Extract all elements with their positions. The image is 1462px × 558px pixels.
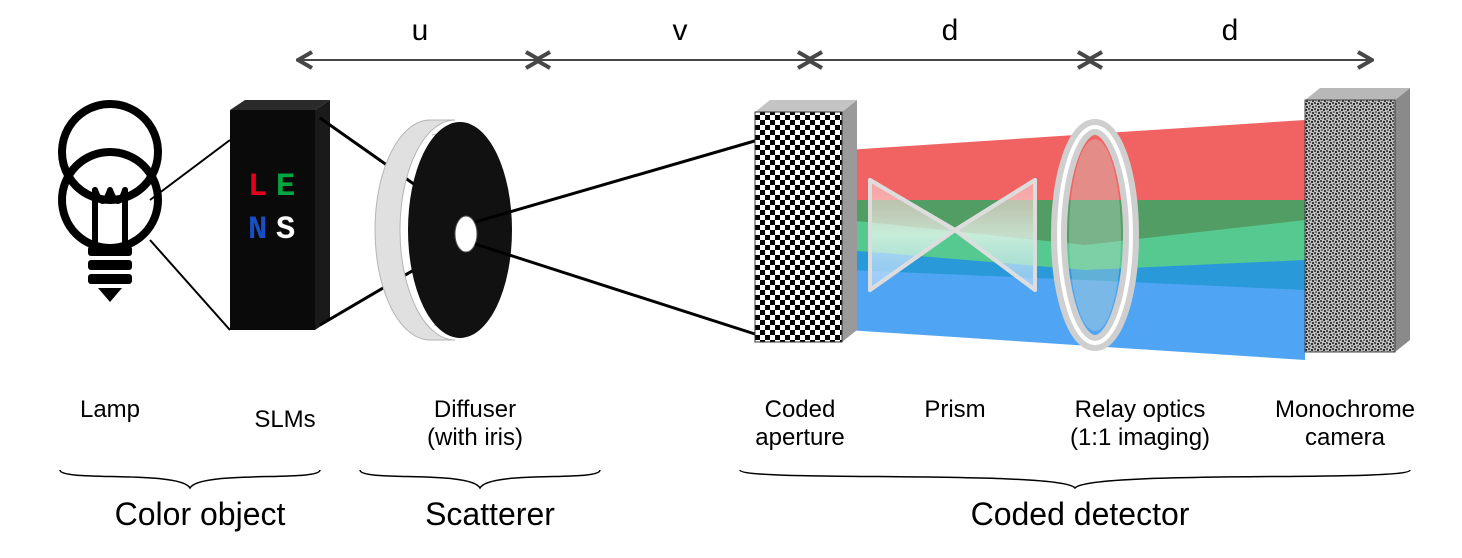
relay-lens: [1059, 127, 1131, 343]
diffuser: [375, 120, 512, 340]
braces: [60, 470, 1410, 488]
group-scatterer: Scatterer: [400, 496, 580, 533]
svg-text:N: N: [248, 211, 267, 248]
label-lamp: Lamp: [70, 396, 150, 424]
dim-u: u: [405, 14, 435, 48]
svg-text:S: S: [276, 211, 295, 248]
label-prism: Prism: [915, 396, 995, 424]
label-camera-line1: Monochrome: [1275, 396, 1415, 423]
coded-aperture: [755, 100, 857, 342]
rays-lamp-slm: [150, 140, 230, 330]
group-color-object: Color object: [90, 496, 310, 533]
lamp-icon: [62, 104, 158, 302]
label-diffuser-line1: Diffuser: [434, 396, 516, 423]
monochrome-camera: [1305, 88, 1410, 352]
label-camera: Monochrome camera: [1260, 396, 1430, 451]
label-diffuser: Diffuser (with iris): [410, 396, 540, 451]
dim-v: v: [665, 14, 695, 48]
label-relay-line2: (1:1 imaging): [1070, 424, 1210, 451]
label-relay: Relay optics (1:1 imaging): [1050, 396, 1230, 451]
dim-d2: d: [1215, 14, 1245, 48]
label-camera-line2: camera: [1305, 424, 1385, 451]
group-coded-detector: Coded detector: [940, 496, 1220, 533]
label-aperture: Coded aperture: [745, 396, 855, 451]
label-slm: SLMs: [245, 406, 325, 434]
diagram-svg: L E N S: [0, 0, 1462, 558]
optical-diagram: L E N S: [0, 0, 1462, 558]
slm-panel: L E N S: [230, 100, 330, 330]
svg-text:E: E: [276, 168, 295, 205]
label-diffuser-line2: (with iris): [427, 424, 523, 451]
label-aperture-line1: Coded: [765, 396, 836, 423]
label-aperture-line2: aperture: [755, 424, 844, 451]
svg-text:L: L: [248, 168, 267, 205]
rays-diffuser-aperture: [475, 140, 758, 335]
label-relay-line1: Relay optics: [1075, 396, 1206, 423]
dim-d1: d: [935, 14, 965, 48]
